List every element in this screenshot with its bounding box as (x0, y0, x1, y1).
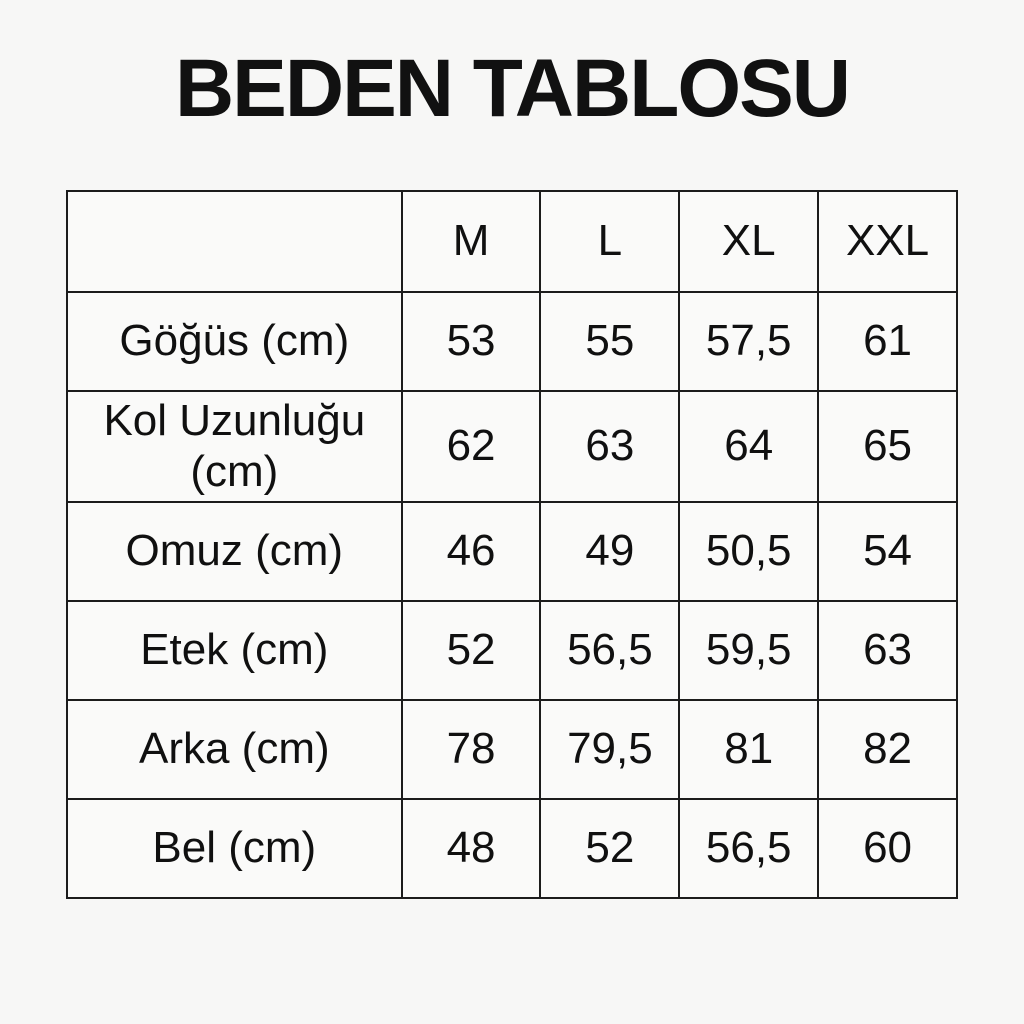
header-cell-empty (66, 190, 403, 293)
cell-value: 55 (539, 291, 681, 392)
cell-value: 48 (400, 798, 542, 900)
row-label: Göğüs (cm) (66, 291, 403, 392)
table-row-omuz: Omuz (cm) 46 49 50,5 54 (66, 501, 958, 603)
cell-value: 56,5 (539, 600, 681, 702)
size-table: M L XL XXL Göğüs (cm) 53 55 57,5 61 Kol … (66, 190, 958, 900)
cell-value: 56,5 (678, 798, 820, 900)
table-row-etek: Etek (cm) 52 56,5 59,5 63 (66, 600, 958, 702)
table-row-bel: Bel (cm) 48 52 56,5 60 (66, 798, 958, 900)
size-table-container: M L XL XXL Göğüs (cm) 53 55 57,5 61 Kol … (66, 190, 958, 900)
header-cell-size-xxl: XXL (817, 190, 958, 293)
row-label: Etek (cm) (66, 600, 403, 702)
cell-value: 52 (400, 600, 542, 702)
cell-value: 52 (539, 798, 681, 900)
cell-value: 50,5 (678, 501, 820, 603)
cell-value: 78 (400, 699, 542, 801)
header-cell-size-xl: XL (678, 190, 820, 293)
table-row-arka: Arka (cm) 78 79,5 81 82 (66, 699, 958, 801)
cell-value: 82 (817, 699, 958, 801)
cell-value: 49 (539, 501, 681, 603)
page-title: BEDEN TABLOSU (174, 43, 851, 134)
header-row: M L XL XXL (66, 190, 958, 293)
cell-value: 57,5 (678, 291, 820, 392)
cell-value: 60 (817, 798, 958, 900)
size-table-body: Göğüs (cm) 53 55 57,5 61 Kol Uzunluğu (c… (66, 291, 958, 900)
cell-value: 62 (400, 389, 542, 504)
cell-value: 63 (817, 600, 958, 702)
row-label: Arka (cm) (66, 699, 403, 801)
row-label: Bel (cm) (66, 798, 403, 900)
cell-value: 54 (817, 501, 958, 603)
cell-value: 79,5 (539, 699, 681, 801)
cell-value: 63 (539, 389, 681, 504)
cell-value: 61 (817, 291, 958, 392)
size-table-header: M L XL XXL (66, 190, 958, 293)
header-cell-size-m: M (400, 190, 542, 293)
row-label: Kol Uzunluğu (cm) (66, 389, 403, 504)
cell-value: 65 (817, 389, 958, 504)
cell-value: 53 (400, 291, 542, 392)
cell-value: 46 (400, 501, 542, 603)
cell-value: 64 (678, 389, 820, 504)
header-cell-size-l: L (539, 190, 681, 293)
row-label: Omuz (cm) (66, 501, 403, 603)
cell-value: 81 (678, 699, 820, 801)
cell-value: 59,5 (678, 600, 820, 702)
table-row-gogus: Göğüs (cm) 53 55 57,5 61 (66, 291, 958, 392)
table-row-kol-uzunlugu: Kol Uzunluğu (cm) 62 63 64 65 (66, 389, 958, 504)
